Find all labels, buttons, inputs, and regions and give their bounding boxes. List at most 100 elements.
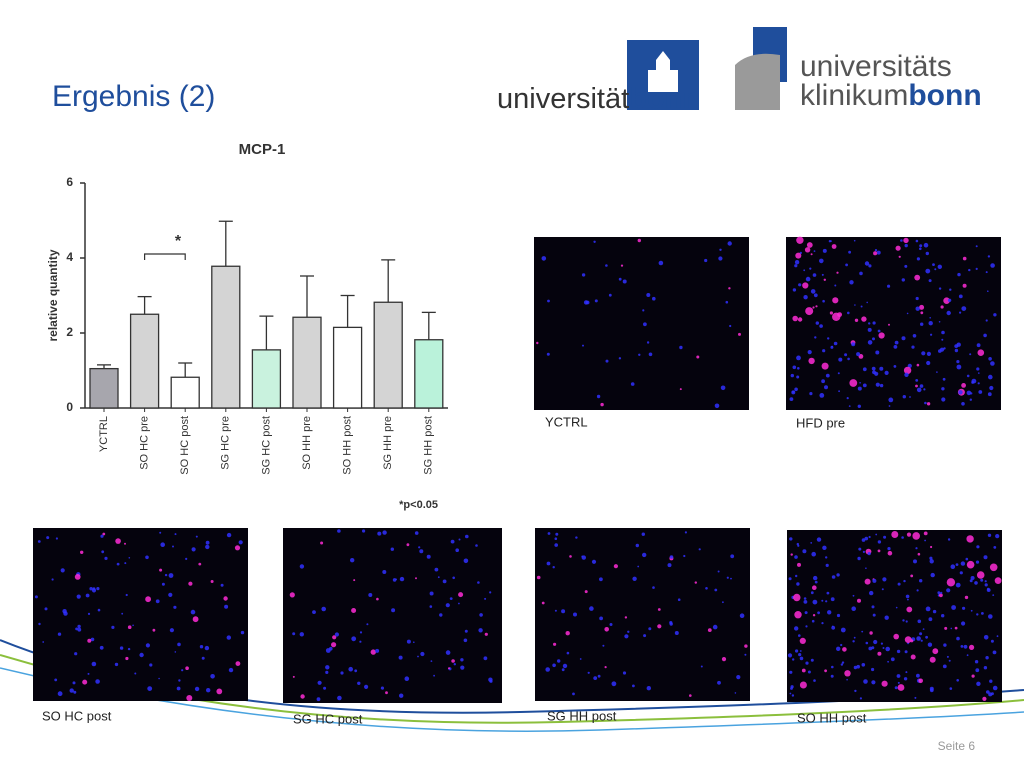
micrograph-spot	[927, 642, 933, 647]
micrograph-spot	[821, 379, 825, 384]
micrograph-spot	[618, 357, 622, 360]
micrograph-spot	[316, 697, 321, 702]
micrograph-spot	[694, 581, 697, 584]
micrograph-spot	[911, 345, 915, 349]
micrograph-spot	[125, 593, 128, 597]
micrograph-spot	[916, 636, 921, 641]
micrograph-spot	[796, 542, 799, 546]
micrograph-spot	[871, 667, 875, 672]
significance-bracket	[144, 253, 186, 260]
micrograph-spot	[916, 257, 921, 261]
micrograph-spot	[872, 321, 876, 325]
micrograph-spot	[149, 663, 153, 667]
micrograph-spot	[940, 305, 944, 309]
micrograph-spot	[808, 357, 815, 365]
micrograph-spot	[380, 686, 384, 690]
micrograph-spot	[350, 558, 355, 563]
micrograph-spot	[399, 576, 405, 582]
micrograph-spot	[340, 671, 344, 675]
micrograph-spot	[794, 626, 799, 631]
micrograph-spot	[725, 300, 729, 304]
micrograph-spot	[859, 271, 863, 276]
micrograph-spot	[939, 347, 945, 352]
micrograph-spot	[896, 674, 901, 678]
micrograph-spot	[128, 557, 131, 559]
micrograph-spot	[986, 588, 991, 592]
micrograph-spot	[949, 288, 952, 291]
micrograph-spot	[188, 581, 193, 586]
micrograph-spot	[377, 531, 382, 536]
micrograph-spot	[802, 282, 809, 289]
micrograph-spot	[312, 610, 316, 614]
micrograph-spot	[38, 622, 41, 626]
micrograph-spot	[589, 606, 594, 611]
bar	[373, 301, 403, 409]
micrograph-spot	[853, 636, 856, 639]
micrograph-spot	[915, 306, 920, 311]
micrograph-spot	[630, 382, 635, 386]
bar	[89, 367, 119, 409]
micrograph-spot	[821, 599, 824, 602]
micrograph-spot	[937, 264, 942, 269]
micrograph-spot	[185, 666, 189, 670]
micrograph-spot	[915, 239, 919, 243]
micrograph-spot	[299, 564, 305, 569]
x-tick-label: SO HC post	[179, 416, 191, 475]
micrograph-spot	[836, 573, 840, 577]
logo-word: bonn	[629, 83, 700, 115]
micrograph-spot	[993, 313, 997, 317]
micrograph-spot	[805, 625, 808, 628]
micrograph-spot	[600, 402, 604, 407]
micrograph-spot	[869, 631, 873, 635]
micrograph-spot	[905, 671, 908, 674]
micrograph-spot	[458, 538, 461, 541]
micrograph-spot	[987, 392, 992, 397]
micrograph-spot	[375, 648, 380, 653]
micrograph-spot	[864, 536, 869, 541]
micrograph-spot	[910, 654, 916, 660]
micrograph-spot	[838, 390, 840, 393]
micrograph-spot	[877, 540, 882, 544]
micrograph-spot	[238, 540, 243, 545]
micrograph-spot	[87, 672, 90, 675]
micrograph-spot	[102, 532, 106, 536]
micrograph-spot	[832, 297, 839, 304]
micrograph-spot	[882, 647, 885, 649]
micrograph-spot	[646, 341, 650, 344]
micrograph-spot	[174, 533, 177, 536]
micrograph-spot	[121, 612, 124, 615]
micrograph-spot	[406, 543, 410, 547]
micrograph-spot	[415, 577, 417, 580]
micrograph-spot	[792, 288, 797, 292]
x-tick-label: SO HH pre	[301, 416, 313, 470]
micrograph-spot	[876, 250, 881, 255]
micrograph-spot	[569, 555, 572, 558]
logo-word: bonn	[908, 79, 981, 112]
micrograph-spot	[822, 248, 827, 253]
micrograph-spot	[841, 661, 845, 664]
micrograph-spot	[799, 656, 804, 661]
micrograph-spot	[541, 256, 547, 261]
micrograph	[534, 237, 749, 410]
micrograph-spot	[827, 337, 830, 340]
micrograph-spot	[127, 647, 131, 651]
micrograph-spot	[797, 367, 800, 370]
micrograph-spot	[996, 635, 999, 638]
x-tick-label: SO HC pre	[139, 416, 151, 470]
micrograph-spot	[960, 645, 964, 648]
micrograph-spot	[965, 557, 969, 561]
micrograph-spot	[812, 273, 817, 277]
micrograph-spot	[643, 322, 647, 327]
micrograph-spot	[956, 364, 962, 370]
micrograph-spot	[975, 668, 980, 673]
micrograph-spot	[943, 297, 950, 305]
micrograph-spot	[85, 593, 90, 598]
micrograph-spot	[42, 641, 45, 643]
micrograph-spot	[458, 602, 460, 605]
micrograph-spot	[989, 563, 998, 572]
micrograph-spot	[831, 345, 833, 348]
micrograph-spot	[819, 324, 823, 328]
micrograph-spot	[916, 363, 920, 367]
micrograph-spot	[210, 674, 215, 679]
y-tick-label: 4	[66, 250, 73, 264]
